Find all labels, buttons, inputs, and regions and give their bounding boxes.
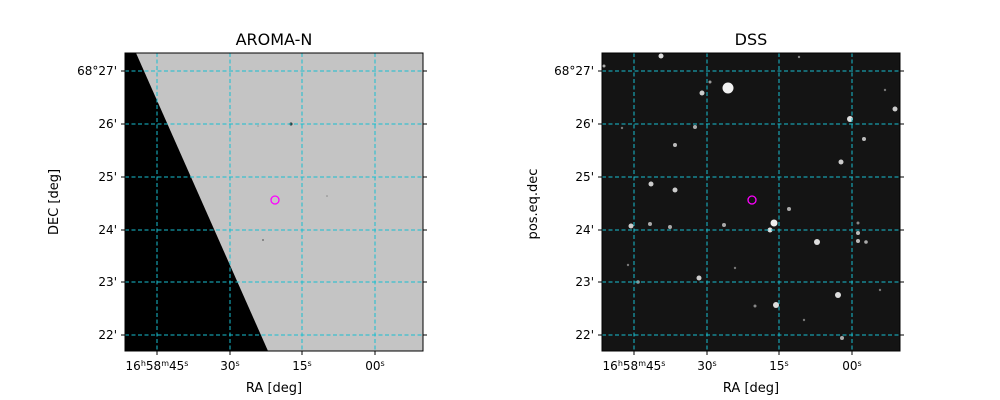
grid-lines — [125, 53, 423, 351]
x-tick-label: 16h58m45s — [603, 359, 666, 374]
x-tick-labels: 16h58m45s 30s 15s 00s — [603, 359, 862, 374]
y-tick-label: 23' — [98, 275, 117, 289]
axes-frame — [601, 52, 901, 352]
panel-dss: DSS — [526, 30, 904, 396]
grid-lines — [602, 53, 900, 351]
panel-title: DSS — [735, 30, 768, 49]
tick-marks — [121, 70, 427, 355]
x-tick-label: 30s — [220, 359, 239, 374]
x-tick-label: 15s — [769, 359, 788, 374]
y-tick-label: 24' — [575, 223, 594, 237]
x-tick-label: 15s — [292, 359, 311, 374]
y-tick-label: 22' — [98, 328, 117, 342]
y-axis-label: DEC [deg] — [47, 169, 62, 235]
x-tick-label: 00s — [842, 359, 861, 374]
x-axis-label: RA [deg] — [723, 381, 779, 396]
target-marker — [270, 195, 280, 205]
aroma-image — [125, 53, 423, 351]
x-tick-label: 00s — [365, 359, 384, 374]
axes-frame — [124, 52, 424, 352]
target-marker — [747, 195, 757, 205]
panel-aroma-n: AROMA-N — [47, 30, 427, 396]
panel-title: AROMA-N — [236, 30, 313, 49]
y-axis-label: pos.eq.dec — [526, 169, 541, 240]
y-tick-labels: 68°27' 26' 25' 24' 23' 22' — [554, 64, 594, 342]
tick-marks — [598, 70, 904, 355]
y-tick-label: 68°27' — [77, 64, 117, 78]
y-tick-label: 26' — [98, 117, 117, 131]
y-tick-label: 68°27' — [554, 64, 594, 78]
y-tick-label: 22' — [575, 328, 594, 342]
y-tick-label: 25' — [575, 170, 594, 184]
masked-region — [125, 53, 268, 351]
y-tick-label: 23' — [575, 275, 594, 289]
y-tick-label: 24' — [98, 223, 117, 237]
y-tick-labels: 68°27' 26' 25' 24' 23' 22' — [77, 64, 117, 342]
y-tick-label: 25' — [98, 170, 117, 184]
dss-image — [602, 53, 900, 351]
y-tick-label: 26' — [575, 117, 594, 131]
x-tick-label: 16h58m45s — [126, 359, 189, 374]
x-tick-label: 30s — [697, 359, 716, 374]
x-axis-label: RA [deg] — [246, 381, 302, 396]
x-tick-labels: 16h58m45s 30s 15s 00s — [126, 359, 385, 374]
